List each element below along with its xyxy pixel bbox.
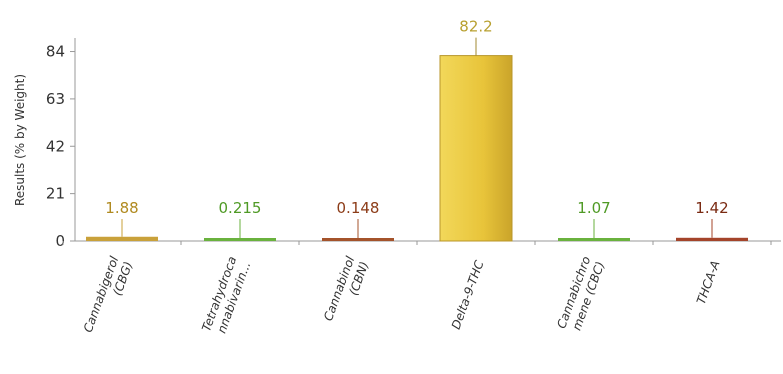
category-label: Cannabinol(CBN) [321, 254, 371, 323]
y-ticks: 0 21 42 63 84 [46, 43, 75, 250]
bar[interactable] [439, 55, 513, 242]
bar[interactable] [86, 236, 158, 241]
data-label: 1.42 [695, 199, 728, 217]
bar[interactable] [558, 238, 630, 241]
data-label: 0.215 [219, 199, 262, 217]
data-label: 1.07 [577, 199, 610, 217]
y-tick-label: 21 [46, 185, 65, 203]
data-label: 0.148 [337, 199, 380, 217]
category-label: THCA-A [694, 259, 723, 307]
y-tick-label: 0 [55, 232, 65, 250]
category-label: Cannabigerol(CBG) [81, 254, 136, 334]
category-label-line: THCA-A [694, 259, 723, 307]
data-label: 82.2 [459, 18, 492, 36]
y-tick-label: 42 [46, 137, 65, 155]
bar[interactable] [676, 237, 748, 241]
bars: 1.88 0.215 0.148 82.2 1.07 1.42 [62, 18, 772, 245]
category-labels: Cannabigerol(CBG) Tetrahydrocannabivarin.… [81, 254, 723, 336]
data-label: 1.88 [105, 199, 138, 217]
y-tick-label: 63 [46, 90, 65, 108]
category-label: Tetrahydrocannabivarin... [199, 255, 253, 336]
y-axis-label: Results (% by Weight) [13, 74, 27, 206]
category-label: Delta-9-THC [449, 258, 487, 331]
y-tick-label: 84 [46, 43, 65, 61]
bar[interactable] [322, 238, 394, 241]
bar[interactable] [204, 238, 276, 241]
category-label-line: Delta-9-THC [449, 258, 487, 331]
